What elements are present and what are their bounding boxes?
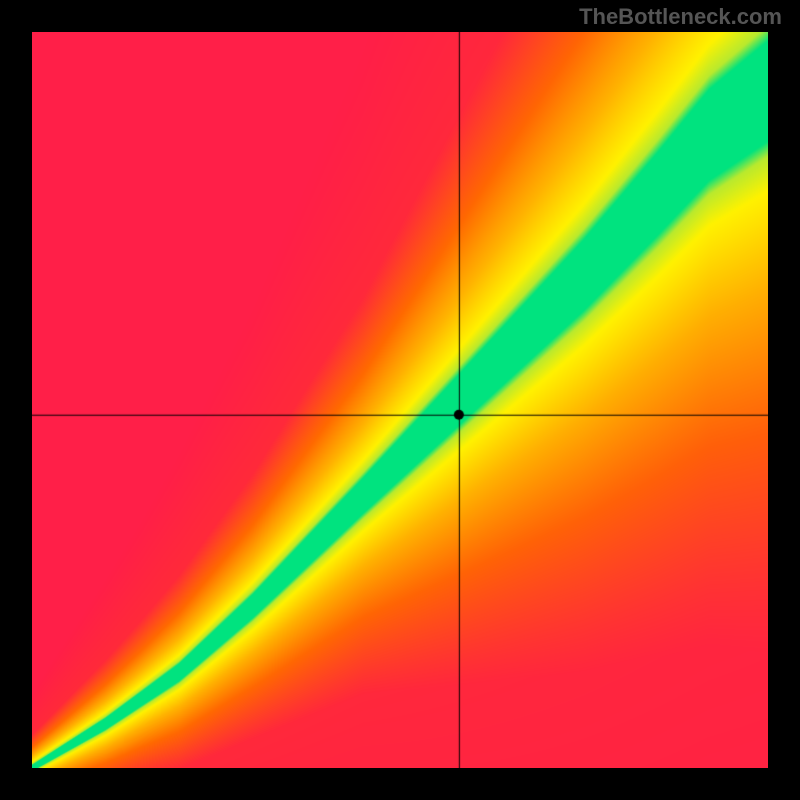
attribution-label: TheBottleneck.com: [579, 4, 782, 30]
chart-frame: TheBottleneck.com: [0, 0, 800, 800]
heatmap-canvas: [32, 32, 768, 768]
